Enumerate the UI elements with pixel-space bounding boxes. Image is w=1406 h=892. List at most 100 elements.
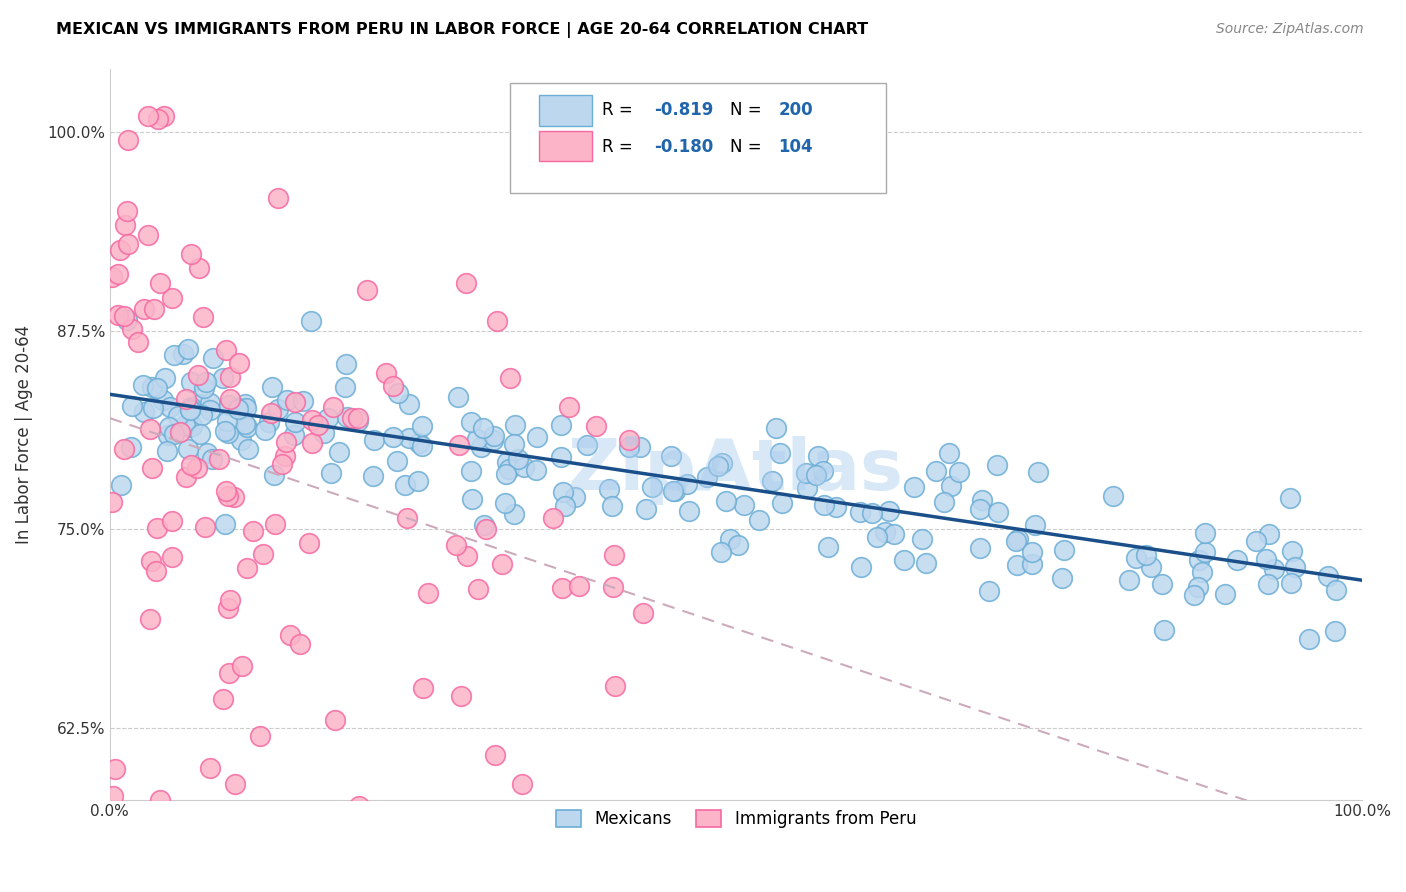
Point [634,502,657,516]
Point [1135,548,1157,562]
Point [524,463,547,477]
Point [603,679,626,693]
Point [218,593,240,607]
Point [485,314,508,328]
Text: -0.180: -0.180 [654,137,714,156]
Point [727,538,749,552]
Point [394,477,416,491]
Text: Source: ZipAtlas.com: Source: ZipAtlas.com [1216,22,1364,37]
Point [475,522,498,536]
Point [349,798,371,813]
Point [416,585,439,599]
Point [107,267,129,281]
FancyBboxPatch shape [540,95,592,126]
Point [711,456,734,470]
Point [796,481,818,495]
Point [215,343,238,357]
Point [451,824,474,838]
Point [162,808,184,822]
Point [398,431,420,445]
Point [217,489,239,503]
Point [266,402,288,417]
Point [813,498,835,512]
Point [849,560,872,574]
Point [1298,632,1320,646]
Point [259,406,281,420]
Point [1024,518,1046,533]
Point [347,414,370,428]
Point [180,458,202,472]
Point [347,410,370,425]
Point [1278,491,1301,505]
Point [218,398,240,412]
Point [312,425,335,440]
Point [141,460,163,475]
Point [1244,533,1267,548]
Point [283,428,305,442]
Point [238,442,260,456]
Point [217,601,239,615]
Point [186,460,208,475]
Point [191,409,214,423]
Point [444,537,467,551]
Point [101,495,124,509]
Point [361,468,384,483]
Point [411,419,433,434]
Point [179,402,201,417]
Point [335,357,357,371]
Point [472,420,495,434]
Point [1279,576,1302,591]
Point [114,218,136,232]
Point [1182,588,1205,602]
Point [456,549,478,563]
Point [301,435,323,450]
Point [513,459,536,474]
Point [467,582,489,597]
Point [558,400,581,414]
Point [718,533,741,547]
Text: N =: N = [730,137,766,156]
Point [217,425,239,440]
Point [198,403,221,417]
Point [1125,551,1147,566]
Point [328,444,350,458]
Point [266,191,288,205]
Point [408,436,430,450]
Point [1194,545,1216,559]
Point [132,405,155,419]
Point [1187,580,1209,594]
Point [1102,489,1125,503]
Point [145,564,167,578]
Point [934,495,956,509]
Point [166,409,188,424]
Point [811,465,834,479]
Point [866,530,889,544]
Point [214,424,236,438]
Y-axis label: In Labor Force | Age 20-64: In Labor Force | Age 20-64 [15,325,32,543]
Point [252,547,274,561]
Point [159,400,181,414]
Point [181,418,204,433]
Point [454,276,477,290]
Point [631,606,654,620]
Point [1284,560,1306,574]
Point [733,498,755,512]
Point [986,458,1008,472]
Point [1050,571,1073,585]
Point [142,401,165,416]
Point [382,379,405,393]
FancyBboxPatch shape [540,130,592,161]
Point [195,445,218,459]
Point [987,505,1010,519]
Point [233,396,256,410]
Point [149,277,172,291]
Point [141,379,163,393]
Point [176,343,198,357]
Point [101,269,124,284]
Point [875,525,897,540]
Point [374,367,396,381]
Point [496,455,519,469]
Point [132,301,155,316]
Point [498,461,520,475]
Point [228,356,250,370]
